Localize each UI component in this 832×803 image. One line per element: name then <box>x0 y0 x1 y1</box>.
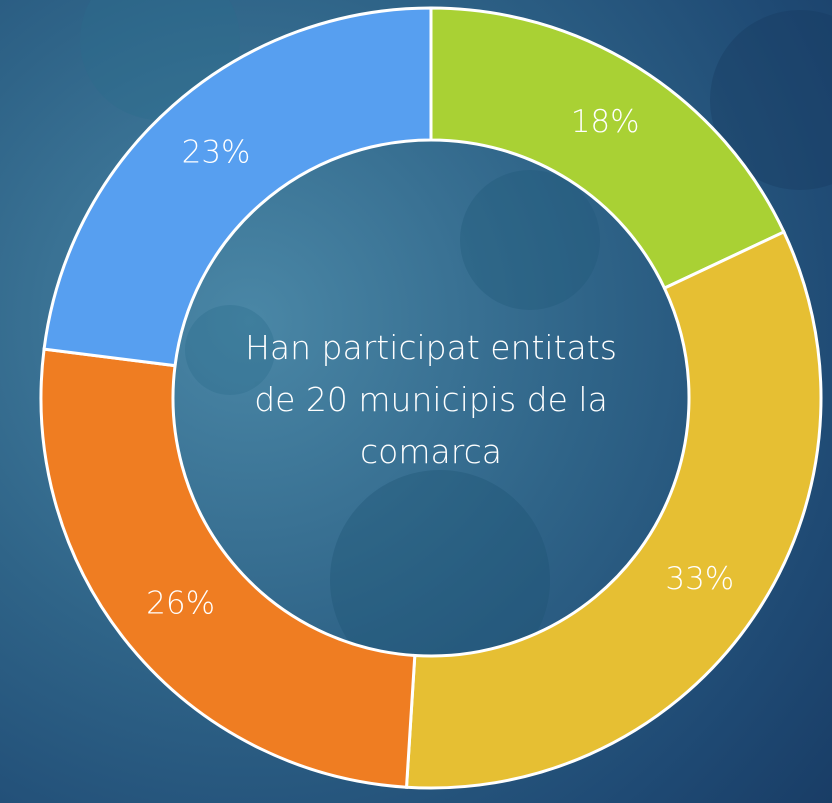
donut-segment <box>39 347 417 789</box>
center-annotation: Han participat entitats de 20 municipis … <box>245 328 617 471</box>
virus-decor <box>185 305 275 395</box>
donut-segment <box>404 229 823 790</box>
data-label: 18% <box>571 104 640 140</box>
virus-decor <box>460 170 600 310</box>
virus-decor <box>710 10 832 190</box>
data-label: 33% <box>665 561 734 597</box>
data-label: 23% <box>182 135 251 171</box>
virus-decor <box>330 470 550 690</box>
background-decor <box>80 0 832 690</box>
donut-segment <box>429 6 786 291</box>
donut-segment <box>42 6 433 368</box>
data-label: 26% <box>146 586 215 622</box>
